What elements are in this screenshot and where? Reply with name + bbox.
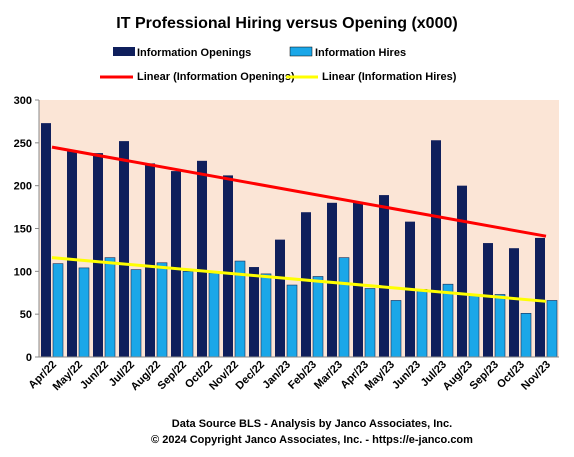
x-axis: Apr/22May/22Jun/22Jul/22Aug/22Sep/22Oct/… bbox=[26, 356, 559, 393]
bars bbox=[41, 123, 558, 358]
x-tick-label: Aug/22 bbox=[129, 359, 163, 393]
bar-hires bbox=[104, 257, 116, 358]
bar-openings bbox=[535, 237, 545, 357]
x-tick-label: Mar/23 bbox=[312, 359, 345, 392]
x-tick-label: Jun/22 bbox=[78, 359, 111, 392]
bar-openings bbox=[171, 171, 181, 357]
bar-hires bbox=[208, 272, 220, 358]
bar-hires bbox=[260, 273, 272, 358]
x-tick-label: May/23 bbox=[363, 359, 397, 393]
bar-hires bbox=[494, 294, 506, 358]
bar-hires bbox=[130, 269, 142, 358]
bar-openings bbox=[275, 239, 285, 357]
bar-openings bbox=[93, 153, 103, 357]
plot-area bbox=[39, 100, 559, 357]
bar-hires bbox=[78, 267, 90, 358]
legend: Information Openings Information Hires L… bbox=[100, 46, 457, 83]
x-tick-label: Dec/22 bbox=[234, 359, 268, 393]
bar-openings bbox=[509, 248, 519, 357]
bar-openings bbox=[145, 163, 155, 357]
y-tick-label: 200 bbox=[14, 181, 32, 193]
bar-hires bbox=[182, 271, 194, 358]
bar-openings bbox=[457, 185, 467, 357]
bar-openings bbox=[483, 243, 493, 357]
x-tick-label: Jun/23 bbox=[390, 359, 423, 392]
x-tick-label: May/22 bbox=[51, 359, 85, 393]
bar-openings bbox=[223, 175, 233, 357]
bar-hires bbox=[364, 288, 376, 358]
y-axis: 0 50 100 150 200 250 300 bbox=[14, 95, 40, 364]
bar-openings bbox=[379, 195, 389, 357]
bar-hires bbox=[52, 263, 64, 358]
x-tick-label: Sep/22 bbox=[156, 359, 190, 393]
bar-openings bbox=[301, 212, 311, 357]
legend-label-trend-hires: Linear (Information Hires) bbox=[322, 71, 457, 83]
bar-hires bbox=[442, 283, 454, 358]
legend-item-trend-hires: Linear (Information Hires) bbox=[286, 71, 457, 83]
trendline-hires bbox=[51, 256, 547, 303]
x-tick-label: Sep/23 bbox=[468, 359, 502, 393]
bar-hires bbox=[546, 300, 558, 358]
bar-openings bbox=[67, 151, 77, 357]
bar-hires bbox=[520, 313, 532, 358]
bar-openings bbox=[353, 201, 363, 357]
footer-copyright: © 2024 Copyright Janco Associates, Inc. … bbox=[151, 434, 473, 446]
bar-openings bbox=[327, 202, 337, 357]
legend-label-hires: Information Hires bbox=[315, 47, 406, 59]
bar-hires bbox=[390, 300, 402, 358]
y-tick-label: 50 bbox=[20, 309, 32, 321]
x-tick-label: Nov/23 bbox=[519, 359, 553, 393]
bar-openings bbox=[197, 160, 207, 357]
legend-label-openings: Information Openings bbox=[137, 47, 251, 59]
legend-item-hires: Information Hires bbox=[289, 46, 406, 59]
bar-openings bbox=[431, 140, 441, 357]
bar-hires bbox=[312, 276, 324, 358]
legend-label-trend-openings: Linear (Information Openings) bbox=[137, 71, 295, 83]
legend-item-trend-openings: Linear (Information Openings) bbox=[100, 71, 295, 83]
bar-hires bbox=[416, 289, 428, 358]
bar-openings bbox=[41, 123, 51, 357]
footer-source: Data Source BLS - Analysis by Janco Asso… bbox=[172, 418, 452, 430]
y-tick-label: 150 bbox=[14, 224, 32, 236]
y-tick-label: 250 bbox=[14, 138, 32, 150]
bar-hires bbox=[338, 257, 350, 358]
y-tick-label: 300 bbox=[14, 95, 32, 107]
legend-swatch-hires bbox=[289, 46, 313, 57]
bar-hires bbox=[286, 284, 298, 358]
y-tick-label: 0 bbox=[26, 352, 32, 364]
bar-hires bbox=[468, 294, 480, 358]
y-tick-label: 100 bbox=[14, 266, 32, 278]
chart-title: IT Professional Hiring versus Opening (x… bbox=[116, 15, 457, 32]
bar-hires bbox=[156, 262, 168, 358]
x-tick-label: Aug/23 bbox=[441, 359, 475, 393]
trendline-openings bbox=[51, 145, 547, 238]
bar-openings bbox=[249, 267, 259, 357]
bar-openings bbox=[119, 141, 129, 357]
legend-swatch-openings bbox=[113, 47, 135, 56]
legend-item-openings: Information Openings bbox=[113, 47, 251, 59]
trendlines bbox=[51, 145, 547, 303]
